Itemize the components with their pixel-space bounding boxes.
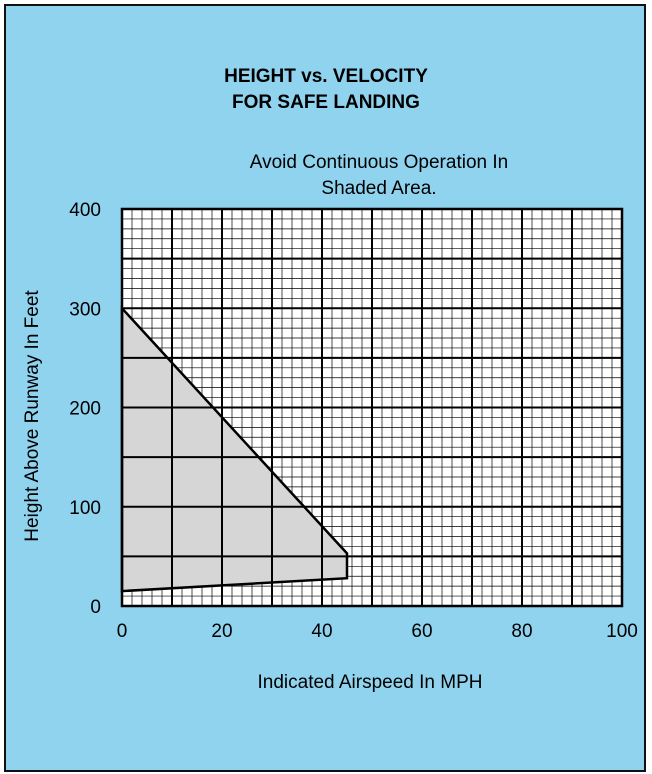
shaded-region-layer bbox=[122, 308, 347, 592]
x-tick-label: 80 bbox=[511, 621, 532, 642]
y-tick-label: 400 bbox=[69, 200, 101, 221]
major-grid bbox=[120, 207, 624, 608]
x-tick-label: 0 bbox=[117, 621, 128, 642]
chart-note-line-2: Shaded Area. bbox=[321, 178, 437, 199]
y-axis-label: Height Above Runway In Feet bbox=[22, 290, 43, 542]
shaded-region-boundary bbox=[120, 305, 349, 593]
y-tick-label: 0 bbox=[90, 597, 101, 618]
x-tick-label: 20 bbox=[211, 621, 232, 642]
x-tick-label: 60 bbox=[411, 621, 432, 642]
boundary-layer bbox=[120, 305, 349, 593]
x-tick-label: 100 bbox=[606, 621, 638, 642]
chart-title-line-1: HEIGHT vs. VELOCITY bbox=[224, 66, 428, 87]
y-tick-label: 200 bbox=[69, 399, 101, 420]
chart-title: HEIGHT vs. VELOCITY FOR SAFE LANDING bbox=[0, 64, 652, 116]
x-axis-label: Indicated Airspeed In MPH bbox=[258, 672, 483, 693]
chart-note: Avoid Continuous Operation In Shaded Are… bbox=[0, 150, 652, 202]
shaded-region bbox=[122, 308, 347, 592]
chart-title-line-2: FOR SAFE LANDING bbox=[232, 92, 420, 113]
chart-note-line-1: Avoid Continuous Operation In bbox=[249, 152, 509, 173]
x-tick-label: 40 bbox=[311, 621, 332, 642]
y-tick-label: 300 bbox=[69, 299, 101, 320]
tick-labels: 0 20 40 60 80 100 0 100 200 300 400 bbox=[69, 200, 638, 642]
y-tick-label: 100 bbox=[69, 498, 101, 519]
